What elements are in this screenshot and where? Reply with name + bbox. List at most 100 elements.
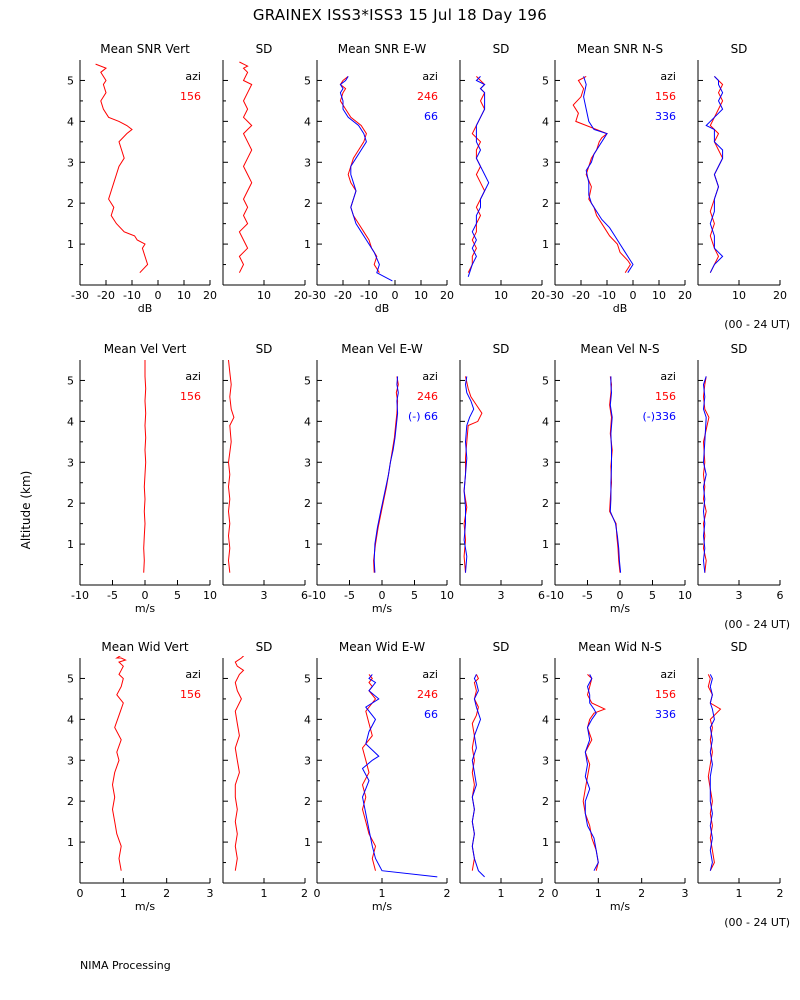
panel-3-3: Mean Wid E-W 1 2 3 4 5 0 1 2 m/s azi 246 66 <box>304 640 451 913</box>
panel-2-1: Mean Vel Vert 1 2 3 4 5 -10 -5 0 5 10 m/s azi 156 <box>67 342 217 615</box>
legend-header: azi <box>660 370 676 383</box>
x-tick-label: 2 <box>538 887 545 900</box>
x-axis-label: m/s <box>372 900 392 913</box>
x-tick-label: 5 <box>649 589 656 602</box>
x-axis-label: m/s <box>610 900 630 913</box>
series-line <box>238 61 253 273</box>
altitude-tick-label: 5 <box>67 672 74 685</box>
altitude-tick-label: 3 <box>67 156 74 169</box>
panel-title: Mean SNR E-W <box>338 42 427 56</box>
altitude-tick-label: 2 <box>67 795 74 808</box>
altitude-tick-label: 5 <box>304 672 311 685</box>
altitude-tick-label: 2 <box>67 197 74 210</box>
page-title: GRAINEX ISS3*ISS3 15 Jul 18 Day 196 <box>252 6 548 24</box>
panel-3-5: Mean Wid N-S 1 2 3 4 5 0 1 2 3 m/s azi 156 336 <box>542 640 689 913</box>
x-tick-label: -20 <box>97 289 115 302</box>
altitude-tick-label: 1 <box>67 238 74 251</box>
series-line <box>583 76 634 273</box>
panel-3-6: SD 1 2 <box>697 640 784 900</box>
altitude-tick-label: 3 <box>304 754 311 767</box>
panel-1-3: Mean SNR E-W 1 2 3 4 5 -30 -20 -10 0 10 20 dB azi 246 6… <box>304 42 454 315</box>
panel-title: Mean Vel E-W <box>341 342 423 356</box>
legend-entry: 156 <box>180 390 201 403</box>
legend-entry: 336 <box>655 110 676 123</box>
altitude-tick-label: 5 <box>304 374 311 387</box>
x-tick-label: -30 <box>546 289 564 302</box>
x-tick-label: 10 <box>678 589 692 602</box>
panel-1-4: SD 10 20 <box>459 42 545 302</box>
altitude-tick-label: 3 <box>542 456 549 469</box>
legend-header: azi <box>660 70 676 83</box>
series-line <box>143 360 147 573</box>
series-line <box>609 376 622 573</box>
altitude-tick-label: 2 <box>542 497 549 510</box>
x-axis-label: dB <box>613 302 628 315</box>
x-tick-label: 2 <box>301 887 308 900</box>
series-line <box>467 76 486 273</box>
panel-3-4: SD 1 2 <box>459 640 545 900</box>
panel-2-4: SD 3 6 <box>459 342 545 602</box>
x-tick-label: -10 <box>546 589 564 602</box>
altitude-tick-label: 5 <box>67 374 74 387</box>
x-axis-label: m/s <box>135 602 155 615</box>
altitude-tick-label: 3 <box>542 754 549 767</box>
x-tick-label: 0 <box>379 589 386 602</box>
altitude-tick-label: 3 <box>304 156 311 169</box>
x-tick-label: 1 <box>261 887 268 900</box>
series-line <box>373 376 399 573</box>
panel-title: SD <box>256 640 273 654</box>
x-tick-label: -5 <box>344 589 355 602</box>
panel-1-1: Mean SNR Vert 1 2 3 4 5 -30 -20 -10 0 10 20 dB azi 156 <box>67 42 217 315</box>
x-tick-label: 3 <box>261 589 268 602</box>
series-line <box>339 76 380 273</box>
altitude-tick-label: 2 <box>542 197 549 210</box>
legend-entry: 156 <box>180 90 201 103</box>
legend-header: azi <box>422 70 438 83</box>
panel-2-6: SD 3 6 <box>697 342 784 602</box>
altitude-tick-label: 4 <box>304 115 311 128</box>
x-tick-label: -10 <box>308 589 326 602</box>
panel-2-3: Mean Vel E-W 1 2 3 4 5 -10 -5 0 5 10 m/s azi 246 (-) 6… <box>304 342 454 615</box>
panel-title: Mean SNR N-S <box>577 42 663 56</box>
x-axis-label: dB <box>138 302 153 315</box>
series-line <box>373 376 399 573</box>
panel-title: SD <box>731 42 748 56</box>
series-line <box>95 63 149 274</box>
x-tick-label: 2 <box>163 887 170 900</box>
altitude-tick-label: 4 <box>542 713 549 726</box>
x-tick-label: 6 <box>301 589 308 602</box>
x-tick-label: 6 <box>538 589 545 602</box>
x-tick-label: 0 <box>77 887 84 900</box>
x-tick-label: 0 <box>552 887 559 900</box>
x-tick-label: -10 <box>71 589 89 602</box>
panel-2-5: Mean Vel N-S 1 2 3 4 5 -10 -5 0 5 10 m/s azi 156 (-)33… <box>542 342 692 615</box>
x-tick-label: -20 <box>572 289 590 302</box>
x-tick-label: 10 <box>732 289 746 302</box>
x-tick-label: 2 <box>444 887 451 900</box>
series-line <box>471 674 485 878</box>
x-axis-label: m/s <box>372 602 392 615</box>
altitude-tick-label: 4 <box>67 415 74 428</box>
altitude-tick-label: 5 <box>542 74 549 87</box>
legend-entry: (-) 66 <box>408 410 438 423</box>
x-tick-label: 1 <box>595 887 602 900</box>
altitude-tick-label: 3 <box>542 156 549 169</box>
legend-entry: 66 <box>424 110 438 123</box>
legend-entry: 336 <box>655 708 676 721</box>
altitude-tick-label: 3 <box>67 754 74 767</box>
panel-title: Mean Vel Vert <box>104 342 187 356</box>
x-tick-label: -20 <box>334 289 352 302</box>
x-tick-label: -10 <box>123 289 141 302</box>
time-range-label: (00 - 24 UT) <box>724 916 790 929</box>
x-tick-label: 1 <box>498 887 505 900</box>
x-tick-label: 10 <box>257 289 271 302</box>
altitude-tick-label: 4 <box>304 713 311 726</box>
panel-title: SD <box>731 342 748 356</box>
altitude-tick-label: 1 <box>304 836 311 849</box>
x-tick-label: 0 <box>630 289 637 302</box>
legend-entry: 156 <box>655 688 676 701</box>
legend-entry: 246 <box>417 90 438 103</box>
panel-title: Mean Vel N-S <box>580 342 659 356</box>
panel-title: Mean Wid N-S <box>578 640 662 654</box>
